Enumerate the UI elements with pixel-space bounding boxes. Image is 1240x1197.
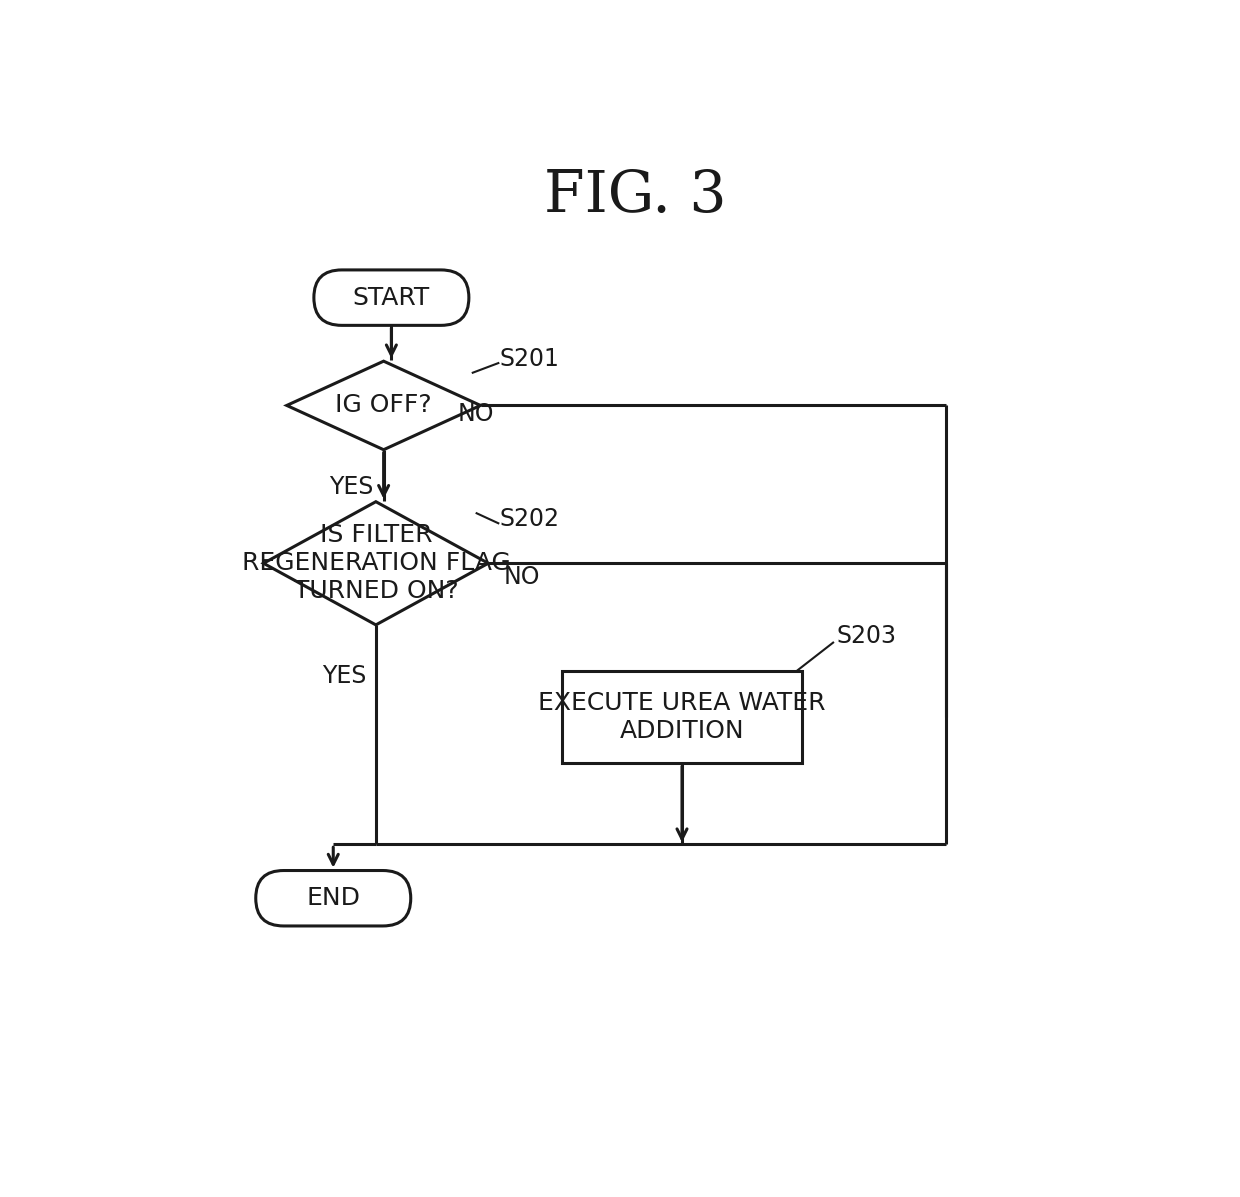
Text: NO: NO [503,565,541,589]
Bar [562,672,802,764]
Text: S203: S203 [837,625,897,649]
FancyBboxPatch shape [314,269,469,326]
Text: YES: YES [330,475,373,499]
Text: END: END [306,886,361,910]
Text: S202: S202 [500,508,560,531]
Text: EXECUTE UREA WATER
ADDITION: EXECUTE UREA WATER ADDITION [538,692,826,743]
FancyBboxPatch shape [255,870,410,926]
Text: S201: S201 [500,347,559,371]
Text: FIG. 3: FIG. 3 [544,168,727,224]
Text: NO: NO [458,402,494,426]
Text: IG OFF?: IG OFF? [335,394,432,418]
Polygon shape [263,502,489,625]
Text: START: START [352,286,430,310]
Polygon shape [286,361,481,450]
Text: IS FILTER
REGENERATION FLAG
TURNED ON?: IS FILTER REGENERATION FLAG TURNED ON? [242,523,510,603]
Text: YES: YES [321,663,366,687]
